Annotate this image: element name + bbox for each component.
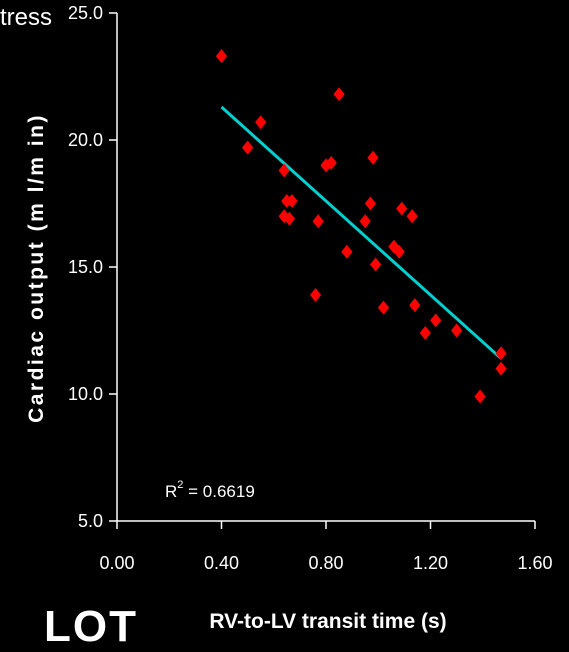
data-point bbox=[325, 155, 337, 170]
data-point bbox=[406, 209, 418, 224]
x-tick-label: 0.80 bbox=[308, 553, 343, 573]
data-point bbox=[309, 287, 322, 302]
r2-base: R bbox=[165, 482, 177, 501]
data-point bbox=[419, 326, 431, 341]
data-point bbox=[333, 87, 345, 102]
data-point bbox=[388, 239, 400, 254]
partial-label-bottom: LOT bbox=[44, 602, 138, 651]
y-tick-label: 15.0 bbox=[68, 257, 103, 277]
x-tick-label: 0.40 bbox=[204, 553, 239, 573]
data-point bbox=[215, 49, 228, 64]
data-point bbox=[242, 140, 254, 155]
data-point bbox=[495, 346, 507, 361]
r2-annotation: R2 = 0.6619 bbox=[165, 479, 255, 501]
trendline bbox=[220, 105, 503, 360]
r2-superscript: 2 bbox=[177, 479, 183, 491]
data-point bbox=[409, 298, 421, 313]
data-point bbox=[255, 115, 267, 130]
y-tick-label: 10.0 bbox=[68, 384, 103, 404]
data-point bbox=[341, 244, 353, 259]
data-point bbox=[474, 389, 486, 404]
data-point bbox=[286, 193, 298, 208]
axes bbox=[116, 13, 535, 522]
r2-value: = 0.6619 bbox=[183, 482, 254, 501]
partial-label-top: tress bbox=[0, 4, 53, 31]
data-point bbox=[312, 214, 324, 229]
data-point bbox=[278, 163, 290, 178]
data-point bbox=[495, 361, 507, 376]
data-point bbox=[283, 211, 296, 226]
y-tick-label: 20.0 bbox=[68, 130, 103, 150]
ticks bbox=[109, 12, 536, 529]
data-point bbox=[451, 323, 463, 338]
y-tick-label: 25.0 bbox=[68, 3, 103, 23]
data-point bbox=[377, 300, 390, 315]
data-point bbox=[370, 257, 382, 272]
y-axis-title: Cardiac output (m l/m in) bbox=[25, 113, 48, 423]
data-point bbox=[393, 244, 405, 259]
data-point bbox=[364, 196, 377, 211]
x-tick-label: 1.60 bbox=[517, 553, 552, 573]
x-tick-label: 0.00 bbox=[99, 553, 134, 573]
x-tick-label: 1.20 bbox=[413, 553, 448, 573]
data-point bbox=[359, 214, 371, 229]
data-point bbox=[396, 201, 408, 216]
x-axis-title: RV-to-LV transit time (s) bbox=[209, 610, 446, 633]
data-point bbox=[367, 150, 379, 165]
data-point bbox=[430, 313, 442, 328]
tick-labels: 0.00 0.40 0.80 1.20 1.60 5.0 10.0 15.0 20.0 25.0 bbox=[68, 3, 553, 573]
y-tick-label: 5.0 bbox=[78, 511, 103, 531]
scatter-chart: 0.00 0.40 0.80 1.20 1.605.010.015.020.025.0 … bbox=[25, 3, 553, 633]
data-points bbox=[215, 49, 507, 404]
